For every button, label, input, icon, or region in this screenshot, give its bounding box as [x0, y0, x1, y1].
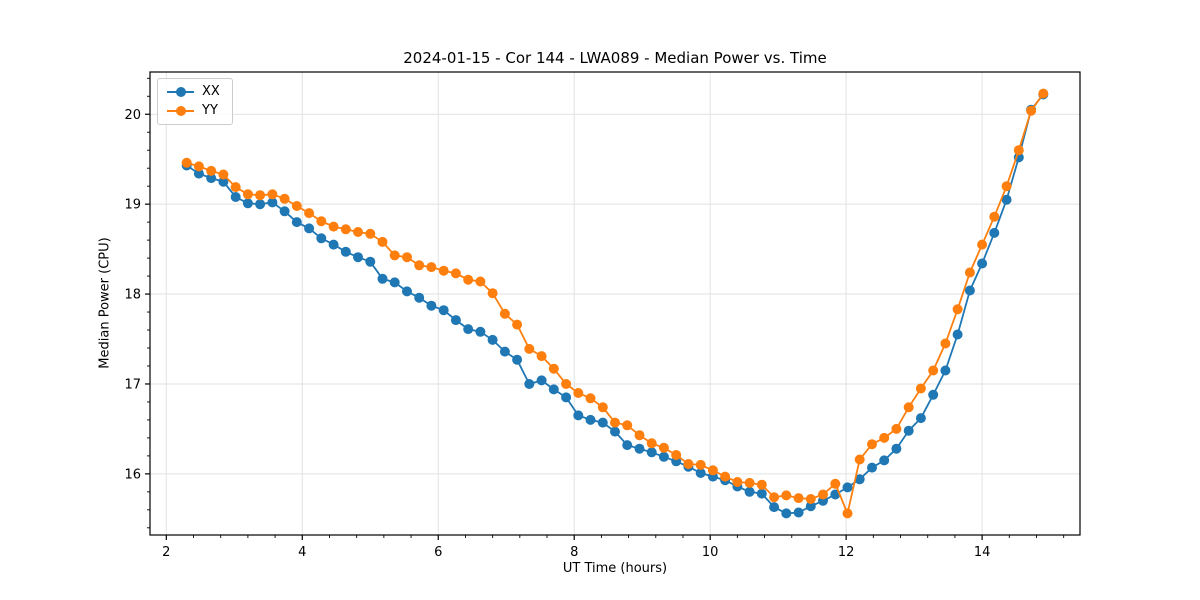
svg-text:12: 12: [838, 545, 855, 560]
svg-text:16: 16: [124, 467, 141, 482]
svg-text:20: 20: [124, 108, 141, 123]
legend-marker-yy-icon: [176, 106, 186, 116]
svg-text:8: 8: [570, 545, 578, 560]
legend-line-marker-icon: [167, 105, 194, 117]
legend-label-yy: YY: [202, 103, 218, 118]
svg-text:19: 19: [124, 198, 141, 213]
svg-text:17: 17: [124, 377, 141, 392]
chart-title: 2024-01-15 - Cor 144 - LWA089 - Median P…: [403, 49, 827, 67]
svg-text:18: 18: [124, 288, 141, 303]
x-axis-label: UT Time (hours): [562, 561, 668, 576]
svg-text:14: 14: [974, 545, 991, 560]
legend-entry-xx: XX: [167, 84, 220, 100]
svg-text:6: 6: [434, 545, 442, 560]
svg-text:4: 4: [298, 545, 306, 560]
legend-entry-yy: YY: [167, 103, 220, 119]
legend: XX YY: [157, 78, 233, 125]
legend-label-xx: XX: [202, 84, 220, 99]
legend-line-marker-icon: [167, 86, 194, 98]
svg-text:2: 2: [162, 545, 170, 560]
svg-text:10: 10: [702, 545, 719, 560]
legend-marker-xx-icon: [176, 87, 186, 97]
